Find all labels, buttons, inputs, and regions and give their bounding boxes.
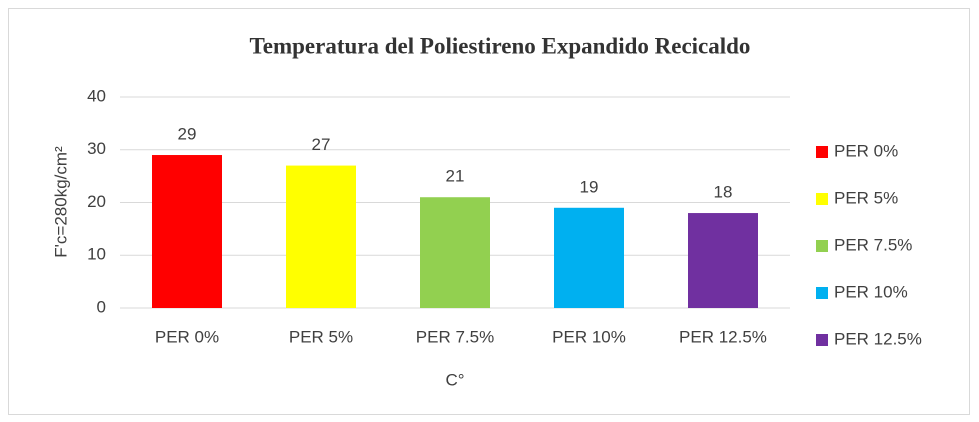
bar: [420, 197, 490, 308]
bar: [688, 213, 758, 308]
legend-swatch: [816, 193, 828, 205]
bar: [152, 155, 222, 308]
legend-swatch: [816, 287, 828, 299]
legend-label: PER 10%: [834, 282, 908, 301]
x-tick-label: PER 7.5%: [416, 327, 494, 346]
legend-swatch: [816, 334, 828, 346]
value-label: 18: [714, 183, 733, 202]
x-tick-label: PER 0%: [155, 327, 219, 346]
value-label: 27: [312, 135, 331, 154]
bar: [554, 207, 624, 308]
x-tick-label: PER 10%: [552, 327, 626, 346]
x-tick-label: PER 12.5%: [679, 327, 767, 346]
value-label: 21: [446, 167, 465, 186]
legend-label: PER 5%: [834, 188, 898, 207]
y-tick-label: 30: [87, 139, 106, 158]
x-axis-title: C°: [445, 370, 464, 389]
bar: [286, 165, 356, 308]
legend-label: PER 12.5%: [834, 329, 922, 348]
legend-label: PER 0%: [834, 141, 898, 160]
y-tick-label: 20: [87, 192, 106, 211]
x-tick-label: PER 5%: [289, 327, 353, 346]
legend-swatch: [816, 240, 828, 252]
y-tick-label: 40: [87, 86, 106, 105]
y-tick-label: 10: [87, 245, 106, 264]
legend-label: PER 7.5%: [834, 235, 912, 254]
y-axis-title: F'c=280kg/cm²: [51, 146, 70, 258]
value-label: 19: [580, 177, 599, 196]
legend-swatch: [816, 146, 828, 158]
y-tick-label: 0: [97, 297, 106, 316]
chart-title: Temperatura del Poliestireno Expandido R…: [250, 33, 751, 58]
value-label: 29: [178, 125, 197, 144]
